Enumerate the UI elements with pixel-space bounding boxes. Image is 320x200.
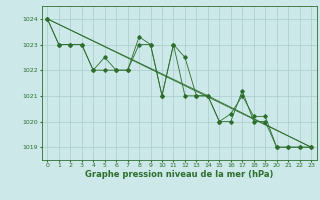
X-axis label: Graphe pression niveau de la mer (hPa): Graphe pression niveau de la mer (hPa): [85, 170, 273, 179]
